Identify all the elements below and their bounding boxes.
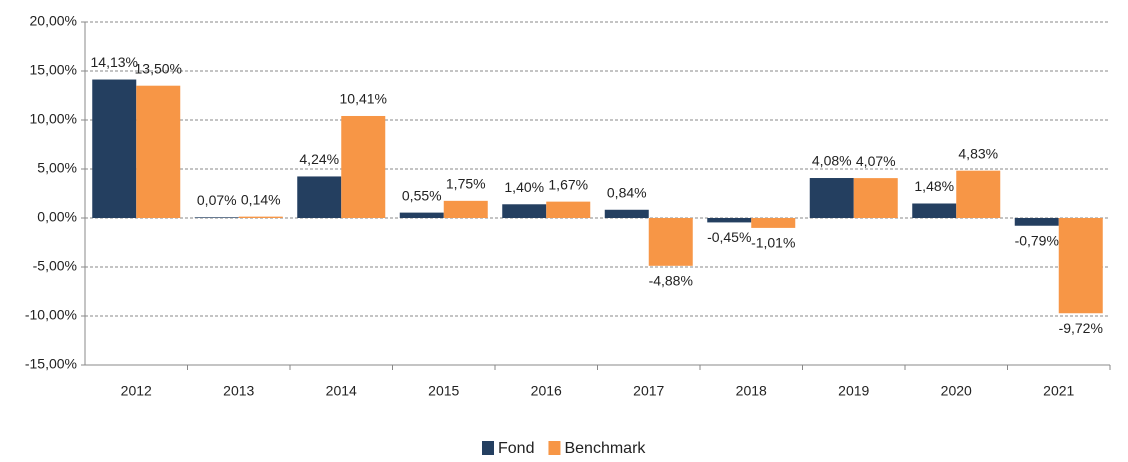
bar	[297, 176, 342, 218]
bar	[92, 79, 137, 218]
bar	[1058, 218, 1103, 314]
bar	[443, 200, 488, 218]
bar	[853, 178, 898, 218]
data-label: 4,83%	[958, 145, 998, 161]
data-label: 0,84%	[607, 184, 647, 200]
data-label: 13,50%	[135, 60, 182, 76]
x-tick-label: 2020	[941, 383, 972, 399]
data-label: 14,13%	[91, 54, 138, 70]
data-label: 10,41%	[340, 91, 387, 107]
bar	[502, 204, 547, 218]
data-label: -0,79%	[1015, 232, 1059, 248]
data-label: 1,75%	[446, 176, 486, 192]
bar	[809, 178, 854, 218]
x-tick-label: 2016	[531, 383, 562, 399]
data-label: -1,01%	[751, 235, 795, 251]
x-tick-label: 2012	[121, 383, 152, 399]
data-label: -4,88%	[649, 273, 693, 289]
data-label: 1,40%	[504, 179, 544, 195]
data-label: 0,55%	[402, 187, 442, 203]
data-label: 4,08%	[812, 153, 852, 169]
y-tick-label: -10,00%	[25, 307, 77, 323]
data-label: -0,45%	[707, 229, 751, 245]
y-tick-label: 20,00%	[30, 13, 77, 29]
data-label: 0,14%	[241, 191, 281, 207]
bar	[648, 218, 693, 266]
y-tick-label: 5,00%	[37, 160, 77, 176]
bar	[399, 212, 444, 218]
x-tick-label: 2019	[838, 383, 869, 399]
bar	[707, 218, 752, 223]
bar	[1014, 218, 1059, 226]
data-label: 4,07%	[856, 153, 896, 169]
bar	[912, 203, 957, 218]
data-label: 1,67%	[548, 176, 588, 192]
bar	[546, 201, 591, 218]
y-tick-label: -5,00%	[33, 258, 77, 274]
x-tick-label: 2017	[633, 383, 664, 399]
legend-swatch	[548, 441, 561, 455]
bar	[238, 216, 283, 218]
data-label: 4,24%	[299, 151, 339, 167]
y-tick-label: 10,00%	[30, 111, 77, 127]
bar	[194, 217, 239, 218]
bar	[136, 85, 181, 218]
x-tick-label: 2013	[223, 383, 254, 399]
legend-label: Fond	[498, 440, 534, 457]
bar	[604, 209, 649, 218]
y-tick-label: -15,00%	[25, 356, 77, 372]
y-tick-label: 0,00%	[37, 209, 77, 225]
y-tick-label: 15,00%	[30, 62, 77, 78]
bar	[751, 218, 796, 228]
x-tick-label: 2021	[1043, 383, 1074, 399]
x-tick-label: 2018	[736, 383, 767, 399]
legend-label: Benchmark	[564, 440, 646, 457]
data-label: 1,48%	[914, 178, 954, 194]
x-tick-label: 2014	[326, 383, 357, 399]
legend-swatch	[482, 441, 494, 455]
data-label: -9,72%	[1059, 320, 1103, 336]
data-label: 0,07%	[197, 192, 237, 208]
x-tick-label: 2015	[428, 383, 459, 399]
bar	[341, 115, 386, 218]
bar	[956, 170, 1001, 218]
